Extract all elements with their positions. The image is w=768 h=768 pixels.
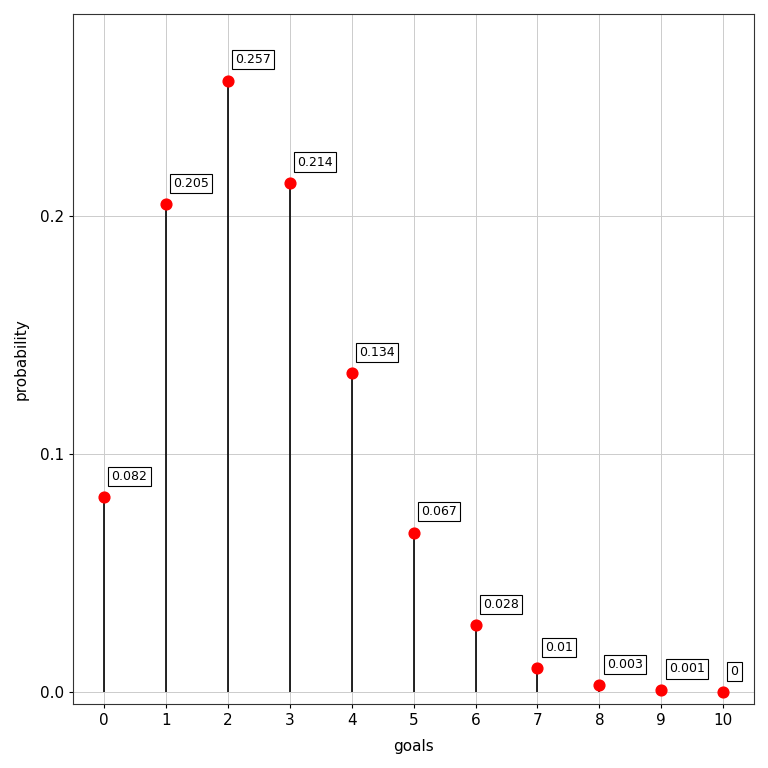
Text: 0.205: 0.205 [174,177,210,190]
Text: 0.134: 0.134 [359,346,395,359]
Text: 0.082: 0.082 [111,470,147,482]
Text: 0.01: 0.01 [545,641,573,654]
Text: 0.214: 0.214 [297,156,333,168]
Point [408,527,420,539]
Point [222,74,234,87]
Point [98,491,111,503]
Text: 0: 0 [730,665,739,678]
Text: 0.028: 0.028 [483,598,519,611]
Text: 0.001: 0.001 [669,663,704,675]
Text: 0.003: 0.003 [607,657,643,670]
Point [283,177,296,189]
Point [346,367,358,379]
X-axis label: goals: goals [393,739,434,754]
Point [717,686,730,698]
Point [593,679,605,691]
Text: 0.257: 0.257 [235,53,271,66]
Text: 0.067: 0.067 [421,505,457,518]
Point [655,684,667,696]
Point [531,662,544,674]
Y-axis label: probability: probability [14,318,29,400]
Point [160,198,172,210]
Point [469,619,482,631]
